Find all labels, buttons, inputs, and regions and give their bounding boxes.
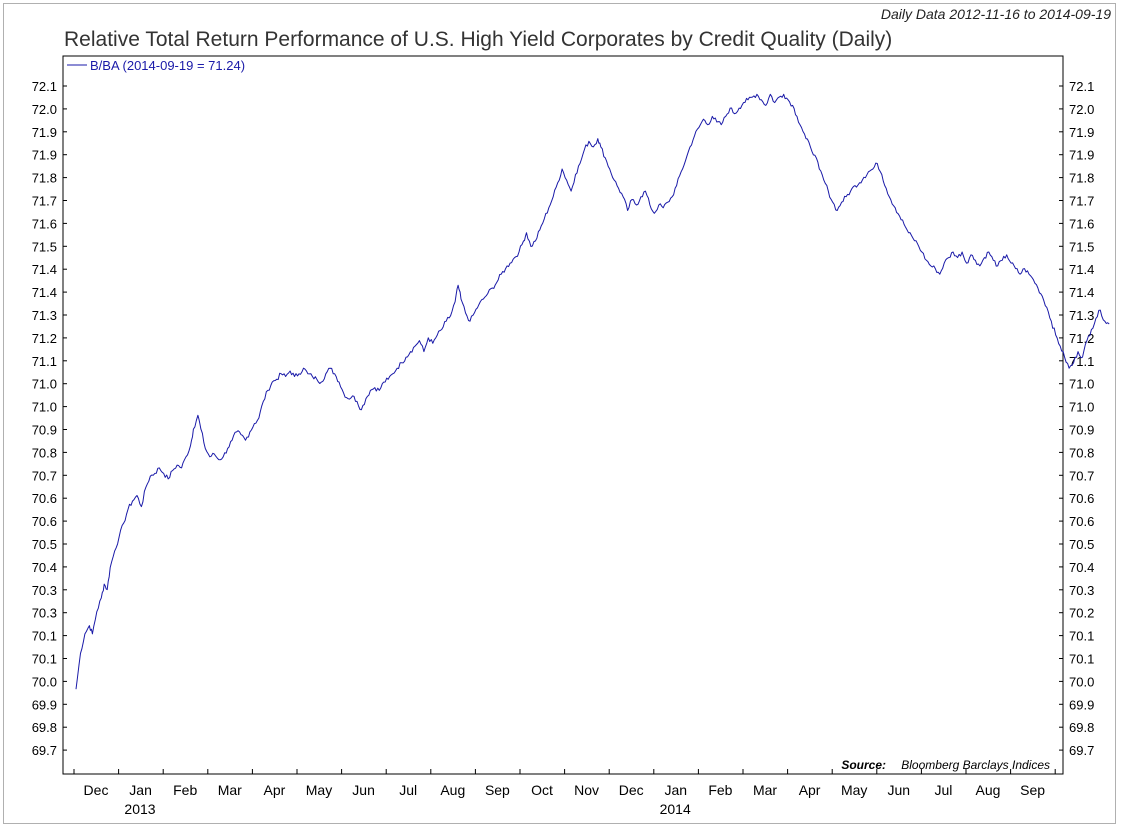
x-tick-label: May bbox=[306, 782, 332, 798]
x-tick-label: Oct bbox=[531, 782, 553, 798]
y-tick-label-right: 70.4 bbox=[1069, 560, 1094, 575]
plot-area bbox=[62, 55, 1064, 775]
x-tick-label: Jan bbox=[665, 782, 688, 798]
y-tick-label-left: 71.8 bbox=[32, 171, 57, 186]
y-tick-label-left: 70.1 bbox=[32, 652, 57, 667]
y-tick-label-right: 71.5 bbox=[1069, 239, 1094, 254]
y-tick-label-left: 70.5 bbox=[32, 537, 57, 552]
y-tick-label-right: 70.8 bbox=[1069, 445, 1094, 460]
x-year-label: 2014 bbox=[660, 801, 691, 817]
source-text: Bloomberg Barclays Indices bbox=[901, 758, 1050, 772]
y-tick-label-left: 72.0 bbox=[32, 102, 57, 117]
y-tick-label-left: 69.8 bbox=[32, 720, 57, 735]
y-tick-label-right: 70.6 bbox=[1069, 491, 1094, 506]
series-layer bbox=[75, 93, 1110, 690]
y-tick-label-right: 70.0 bbox=[1069, 674, 1094, 689]
y-tick-label-left: 70.1 bbox=[32, 629, 57, 644]
y-tick-label-left: 71.7 bbox=[32, 194, 57, 209]
y-tick-label-right: 71.1 bbox=[1069, 354, 1094, 369]
y-tick-label-right: 70.3 bbox=[1069, 583, 1094, 598]
y-tick-label-left: 70.3 bbox=[32, 606, 57, 621]
x-tick-label: Aug bbox=[440, 782, 465, 798]
x-tick-label: Jun bbox=[352, 782, 375, 798]
y-tick-label-left: 71.0 bbox=[32, 400, 57, 415]
y-tick-label-left: 69.7 bbox=[32, 743, 57, 758]
y-tick-label-left: 72.1 bbox=[32, 79, 57, 94]
y-tick-label-left: 70.8 bbox=[32, 445, 57, 460]
x-tick-label: Jun bbox=[888, 782, 911, 798]
y-tick-label-right: 71.8 bbox=[1069, 171, 1094, 186]
y-tick-label-left: 71.0 bbox=[32, 377, 57, 392]
x-tick-label: Sep bbox=[485, 782, 510, 798]
y-tick-label-left: 70.0 bbox=[32, 674, 57, 689]
y-tick-label-right: 71.2 bbox=[1069, 331, 1094, 346]
y-tick-label-right: 71.4 bbox=[1069, 262, 1094, 277]
y-tick-label-right: 70.1 bbox=[1069, 652, 1094, 667]
x-axis: Dec Jan Feb Mar Apr May Jun Jul Aug Sep Oct Nov Dec J… bbox=[73, 769, 1056, 817]
y-tick-label-left: 71.1 bbox=[32, 354, 57, 369]
y-tick-label-right: 72.1 bbox=[1069, 79, 1094, 94]
y-tick-label-left: 71.5 bbox=[32, 239, 57, 254]
legend: B/BA (2014-09-19 = 71.24) bbox=[67, 58, 245, 73]
y-tick-label-right: 69.9 bbox=[1069, 697, 1094, 712]
y-tick-label-right: 70.6 bbox=[1069, 514, 1094, 529]
y-axis-left: 72.1 72.0 71.9 71.9 71.8 71.7 71.6 71.5 71.4 71.4… bbox=[32, 79, 67, 758]
y-tick-label-left: 70.6 bbox=[32, 514, 57, 529]
y-tick-label-right: 71.7 bbox=[1069, 194, 1094, 209]
source-label: Source: bbox=[841, 758, 886, 772]
y-tick-label-right: 71.9 bbox=[1069, 125, 1094, 140]
x-tick-label: Nov bbox=[574, 782, 599, 798]
y-tick-label-left: 71.9 bbox=[32, 148, 57, 163]
y-tick-label-left: 71.6 bbox=[32, 216, 57, 231]
chart-frame bbox=[3, 3, 1116, 824]
y-tick-label-right: 69.7 bbox=[1069, 743, 1094, 758]
x-tick-label: Sep bbox=[1020, 782, 1045, 798]
y-tick-label-left: 71.2 bbox=[32, 331, 57, 346]
y-tick-label-left: 71.4 bbox=[32, 262, 57, 277]
y-tick-label-right: 70.7 bbox=[1069, 468, 1094, 483]
y-tick-label-right: 71.3 bbox=[1069, 308, 1094, 323]
x-tick-label: Aug bbox=[976, 782, 1001, 798]
x-tick-label: Jul bbox=[934, 782, 952, 798]
y-tick-label-right: 70.5 bbox=[1069, 537, 1094, 552]
y-tick-label-right: 71.0 bbox=[1069, 400, 1094, 415]
y-tick-label-left: 70.3 bbox=[32, 583, 57, 598]
x-tick-label: Feb bbox=[708, 782, 732, 798]
x-tick-label: Dec bbox=[84, 782, 109, 798]
y-tick-label-right: 71.9 bbox=[1069, 148, 1094, 163]
x-tick-label: Jan bbox=[129, 782, 152, 798]
y-tick-label-left: 71.3 bbox=[32, 308, 57, 323]
y-tick-label-right: 70.2 bbox=[1069, 606, 1094, 621]
y-axis-right: 72.1 72.0 71.9 71.9 71.8 71.7 71.6 71.5 71.4 71.4… bbox=[1059, 79, 1094, 758]
y-tick-label-left: 70.9 bbox=[32, 423, 57, 438]
y-tick-label-left: 70.6 bbox=[32, 491, 57, 506]
y-tick-label-left: 69.9 bbox=[32, 697, 57, 712]
series-line bbox=[75, 93, 1110, 690]
x-tick-label: Jul bbox=[399, 782, 417, 798]
y-tick-label-right: 70.1 bbox=[1069, 629, 1094, 644]
y-tick-label-left: 71.4 bbox=[32, 285, 57, 300]
y-tick-label-right: 72.0 bbox=[1069, 102, 1094, 117]
legend-label: B/BA (2014-09-19 = 71.24) bbox=[90, 58, 245, 73]
date-range-label: Daily Data 2012-11-16 to 2014-09-19 bbox=[880, 6, 1111, 22]
y-tick-label-right: 71.4 bbox=[1069, 285, 1094, 300]
chart-title: Relative Total Return Performance of U.S… bbox=[64, 28, 893, 51]
y-tick-label-left: 71.9 bbox=[32, 125, 57, 140]
x-tick-label: Mar bbox=[753, 782, 777, 798]
x-tick-label: Dec bbox=[619, 782, 644, 798]
y-tick-label-right: 71.6 bbox=[1069, 216, 1094, 231]
x-tick-label: May bbox=[841, 782, 867, 798]
y-tick-label-right: 71.0 bbox=[1069, 377, 1094, 392]
y-tick-label-left: 70.7 bbox=[32, 468, 57, 483]
x-year-label: 2013 bbox=[124, 801, 155, 817]
x-tick-label: Apr bbox=[264, 782, 286, 798]
y-tick-label-left: 70.4 bbox=[32, 560, 57, 575]
x-tick-label: Feb bbox=[173, 782, 197, 798]
x-tick-label: Apr bbox=[799, 782, 821, 798]
x-tick-label: Mar bbox=[218, 782, 242, 798]
y-tick-label-right: 70.9 bbox=[1069, 423, 1094, 438]
y-tick-label-right: 69.8 bbox=[1069, 720, 1094, 735]
